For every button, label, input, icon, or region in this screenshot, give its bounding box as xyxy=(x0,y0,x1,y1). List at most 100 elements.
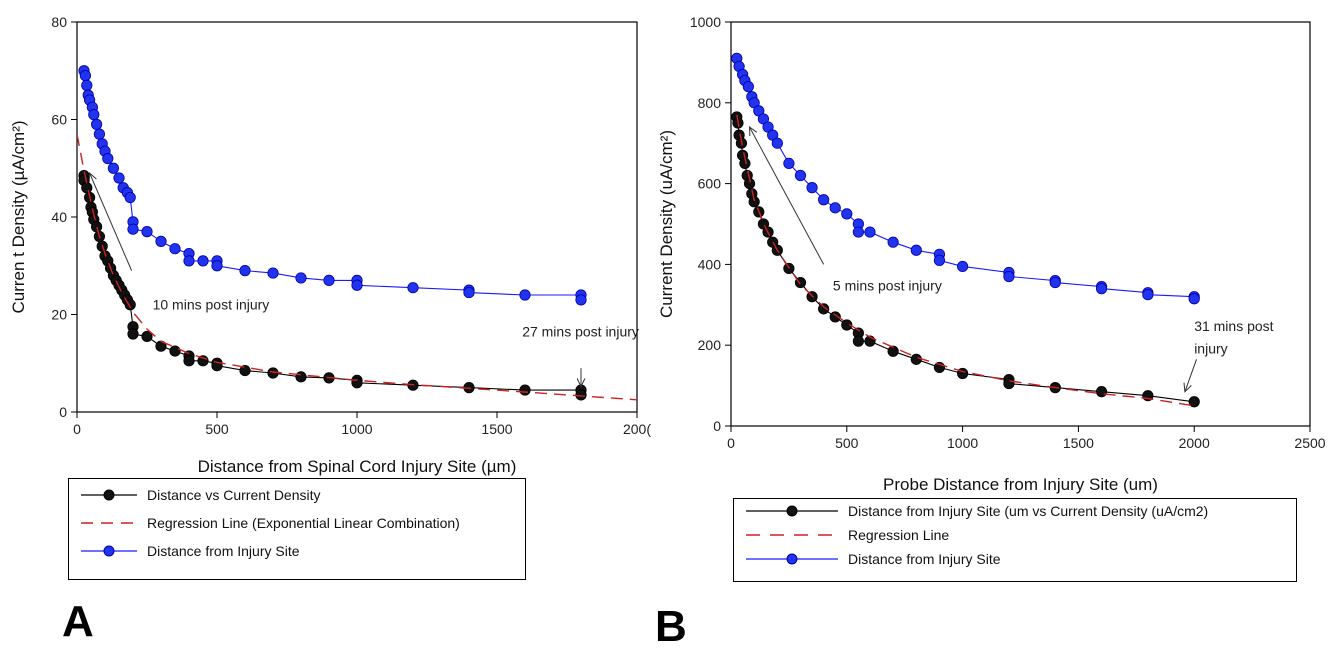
chart-b-x-tick-label: 1000 xyxy=(947,435,978,451)
legend-b-item-2: Distance from Injury Site xyxy=(744,551,1001,567)
chart-a-y-tick-label: 80 xyxy=(51,14,67,30)
chart-b-series-2-point xyxy=(841,208,853,220)
legend-a-item-2: Distance from Injury Site xyxy=(79,543,300,559)
chart-b-y-axis-label: Current Density (uA/cm²) xyxy=(660,130,676,318)
chart-b-series-2-point xyxy=(1095,283,1108,295)
chart-b-series-2-point xyxy=(829,202,841,214)
chart-a-series-2-point xyxy=(102,152,114,165)
chart-b-arrow-head-0 xyxy=(748,125,758,137)
chart-b-series-1 xyxy=(736,114,1195,407)
chart-a-series-0 xyxy=(78,169,587,401)
chart-a-series-2-point xyxy=(239,265,251,277)
chart-b-y-tick-label: 400 xyxy=(698,256,722,272)
chart-b-series-2-point xyxy=(852,226,864,238)
chart-b-series-0-point xyxy=(852,335,864,347)
chart-a-y-tick-label: 40 xyxy=(51,209,67,225)
chart-b-annotation-1: 31 mins post xyxy=(1194,318,1273,334)
legend-a: Distance vs Current Density Regression L… xyxy=(68,478,526,580)
chart-a-arrow-head-1 xyxy=(576,378,586,388)
panel-label-b: B xyxy=(655,602,687,651)
chart-b-series-0-line xyxy=(736,116,1195,403)
chart-a-series-0-point xyxy=(239,364,251,377)
chart-b-annotation-2: injury xyxy=(1194,340,1227,356)
chart-a-arrow-head-0 xyxy=(88,172,97,183)
chart-b-series-2-point xyxy=(1188,293,1200,305)
chart-a-series-2-point xyxy=(351,279,363,291)
chart-b-x-tick-label: 1500 xyxy=(1063,435,1094,451)
legend-a-swatch-2 xyxy=(81,545,137,557)
chart-a-series-2-point xyxy=(211,260,223,272)
chart-a-series-2-point xyxy=(107,162,120,174)
chart-b-series-0-point xyxy=(910,353,922,365)
chart-a-series-2-point xyxy=(124,191,136,204)
chart-a-series-2-point xyxy=(183,255,195,267)
chart-b-series-2 xyxy=(731,52,1200,305)
chart-a-series-0-line xyxy=(83,175,582,395)
chart-a-series-1 xyxy=(77,133,637,401)
chart-a-series-2-point xyxy=(463,286,475,299)
chart-a-series-2-point xyxy=(79,70,92,82)
legend-b-label-0: Distance from Injury Site (um vs Current… xyxy=(848,503,1209,519)
chart-a-x-tick-label: 1000 xyxy=(341,421,372,437)
chart-a-series-2-point xyxy=(197,255,209,267)
chart-a-series-2-point xyxy=(323,274,335,286)
legend-b-swatch-1 xyxy=(746,534,838,536)
chart-b-series-2-point xyxy=(742,81,754,93)
chart-b-arrow-1 xyxy=(1184,359,1197,392)
chart-a-x-tick-label: 200( xyxy=(623,421,651,437)
chart-b-series-0-point xyxy=(841,319,853,331)
chart-b-series-0-point xyxy=(887,345,899,357)
chart-a-series-2-point xyxy=(113,172,125,184)
chart-a-series-2-point xyxy=(127,223,139,235)
legend-b-label-2: Distance from Injury Site xyxy=(848,551,1001,567)
chart-b-series-2-point xyxy=(783,157,795,169)
chart-a-x-tick-label: 1500 xyxy=(481,421,512,437)
chart-b-x-tick-label: 2000 xyxy=(1179,435,1210,451)
chart-a-x-tick-label: 500 xyxy=(205,421,229,437)
legend-b: Distance from Injury Site (um vs Current… xyxy=(733,498,1297,582)
chart-b-series-0 xyxy=(731,111,1200,408)
chart-b-series-0-point xyxy=(1095,386,1108,398)
chart-b: 0 500 1000 1500 2000 2500 0 200 400 600 800 1000 Pro… xyxy=(660,14,1326,494)
chart-b-series-2-point xyxy=(956,260,969,273)
chart-a-x-axis-label: Distance from Spinal Cord Injury Site (µ… xyxy=(198,457,517,476)
chart-a-annotation-1: 27 mins post injury xyxy=(522,323,639,339)
chart-a-series-2-point xyxy=(81,79,93,91)
chart-a-series-2-point xyxy=(91,118,103,130)
chart-a-plot-frame xyxy=(76,21,638,413)
chart-b-series-2-point xyxy=(806,182,818,194)
chart-a-series-2-point xyxy=(575,294,587,306)
panel-label-a: A xyxy=(62,597,94,646)
chart-b-annotation-0: 5 mins post injury xyxy=(833,278,942,294)
chart-b-series-0-point xyxy=(818,303,830,315)
chart-a-y-axis-label: Curren t Density (µA/cm²) xyxy=(9,120,28,313)
chart-a-series-2-point xyxy=(267,267,279,279)
chart-a-series-0-point xyxy=(295,371,307,383)
chart-a-x-tick-label: 0 xyxy=(73,421,81,437)
chart-b-arrow-head-1 xyxy=(1183,382,1192,393)
chart-a-series-0-point xyxy=(183,355,195,367)
chart-b-y-tick-label: 0 xyxy=(713,418,721,434)
legend-b-swatch-0 xyxy=(746,505,838,517)
chart-a-series-0-point xyxy=(127,328,139,340)
legend-b-item-1: Regression Line xyxy=(744,527,949,543)
chart-a-annotation-0: 10 mins post injury xyxy=(153,297,270,313)
chart-b-x-axis-label: Probe Distance from Injury Site (um) xyxy=(883,475,1158,494)
chart-b-x-tick-label: 500 xyxy=(835,435,859,451)
chart-b-series-2-point xyxy=(818,194,830,206)
chart-b-series-2-point xyxy=(933,254,946,266)
chart-b-series-2-point xyxy=(794,169,807,182)
chart-a-series-0-point xyxy=(575,389,587,401)
chart-a-y-tick-label: 20 xyxy=(51,307,67,323)
legend-a-label-2: Distance from Injury Site xyxy=(147,543,300,559)
chart-a-series-2-point xyxy=(519,289,531,301)
chart-b-series-2-point xyxy=(1142,289,1154,301)
chart-b-x-tick-label: 0 xyxy=(727,435,735,451)
chart-b-series-1-line xyxy=(736,114,1195,407)
chart-a: 0 500 1000 1500 200(0 20 40 60 80 Distance from S… xyxy=(9,14,651,476)
chart-b-series-0-point xyxy=(829,311,841,323)
legend-a-label-0: Distance vs Current Density xyxy=(147,487,321,503)
legend-a-label-1: Regression Line (Exponential Linear Comb… xyxy=(147,515,460,531)
chart-a-series-0-point xyxy=(519,384,531,396)
chart-a-y-tick-label: 0 xyxy=(59,404,67,420)
